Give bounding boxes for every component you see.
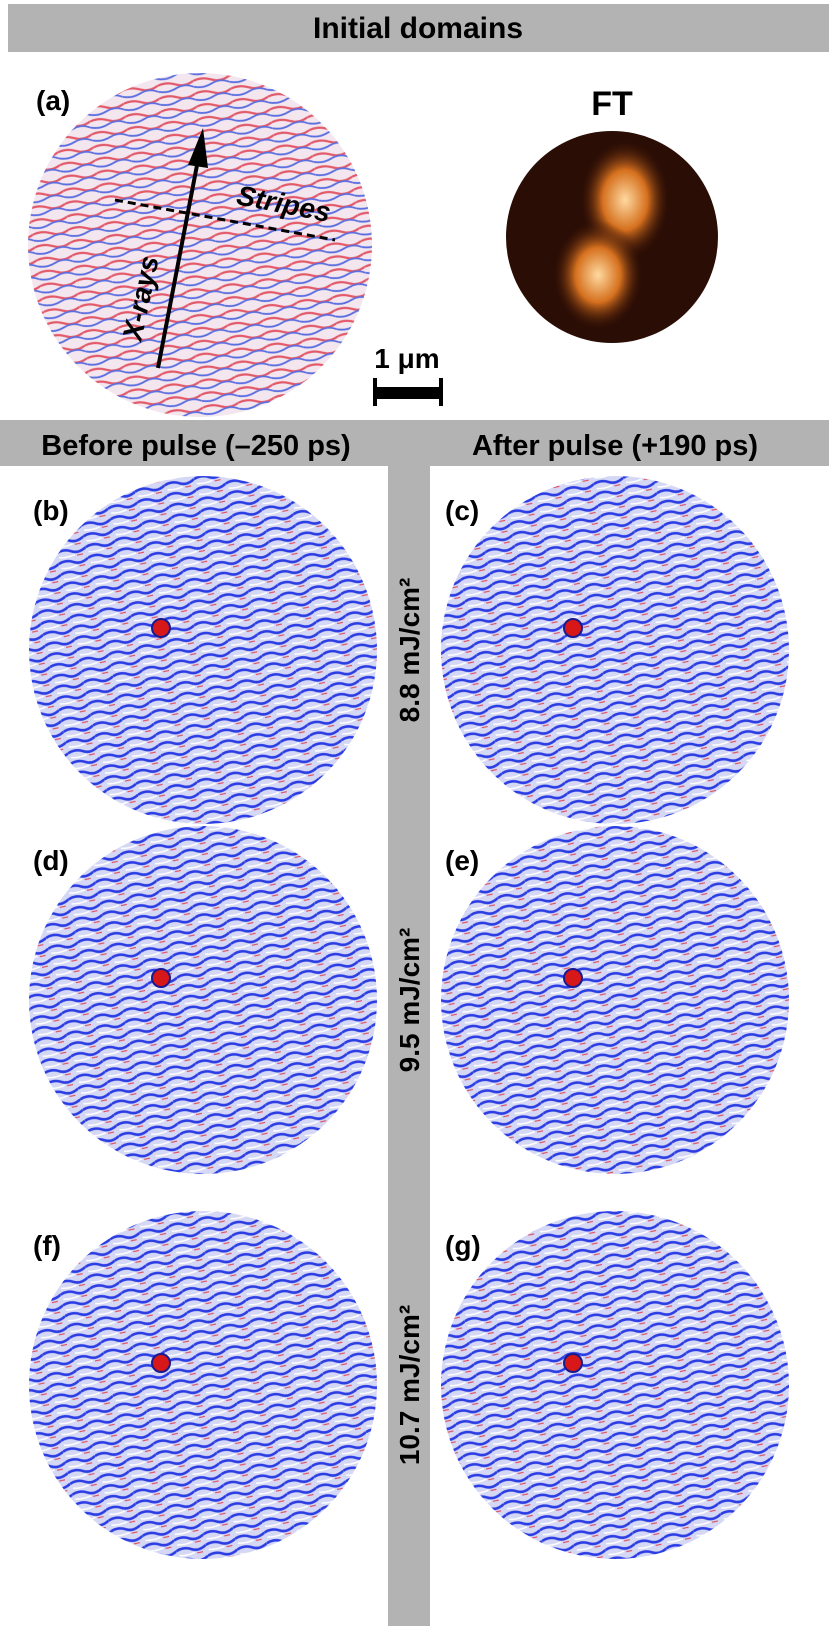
panel-label: (b) [33, 495, 69, 526]
domain-image [441, 476, 789, 824]
header-title: Initial domains [313, 12, 523, 45]
scale-tick [373, 378, 377, 406]
domain-image [441, 1211, 789, 1559]
pump-spot [151, 968, 171, 988]
panel-label: (e) [445, 845, 479, 876]
column-title: After pulse (+190 ps) [472, 430, 758, 462]
panel-label: (g) [445, 1230, 481, 1261]
xray-arrow [156, 159, 200, 369]
scale-label: 1 μm [374, 343, 439, 374]
scale-bar [373, 387, 443, 399]
pump-spot [151, 1353, 171, 1373]
fluence-label: 8.8 mJ/cm² [394, 578, 425, 723]
pump-spot [563, 1353, 583, 1373]
header-bar [8, 4, 829, 52]
domain-image [29, 826, 377, 1174]
arrow-head [188, 128, 208, 168]
panel-label: (f) [33, 1230, 61, 1261]
domain-image [28, 73, 372, 417]
domain-image [441, 826, 789, 1174]
pump-spot [151, 618, 171, 638]
panel-label: (d) [33, 845, 69, 876]
domain-image [29, 476, 377, 824]
fluence-label: 10.7 mJ/cm² [394, 1305, 425, 1465]
pump-spot [563, 618, 583, 638]
panel-label: (a) [36, 85, 70, 116]
ft-title: FT [591, 85, 633, 123]
row-bar [388, 466, 430, 1626]
column-bar [0, 420, 829, 466]
domain-image [29, 1211, 377, 1559]
fluence-label: 9.5 mJ/cm² [394, 928, 425, 1073]
pump-spot [563, 968, 583, 988]
scale-tick [439, 378, 443, 406]
panel-label: (c) [445, 495, 479, 526]
column-title: Before pulse (–250 ps) [41, 430, 350, 462]
panels: (b) (c) (d) (e) (f) (g) 8.8 mJ/cm² 9.5 mJ/cm² 10… [29, 476, 789, 1559]
ft-lobe [553, 220, 643, 330]
stripe-direction [114, 198, 336, 242]
